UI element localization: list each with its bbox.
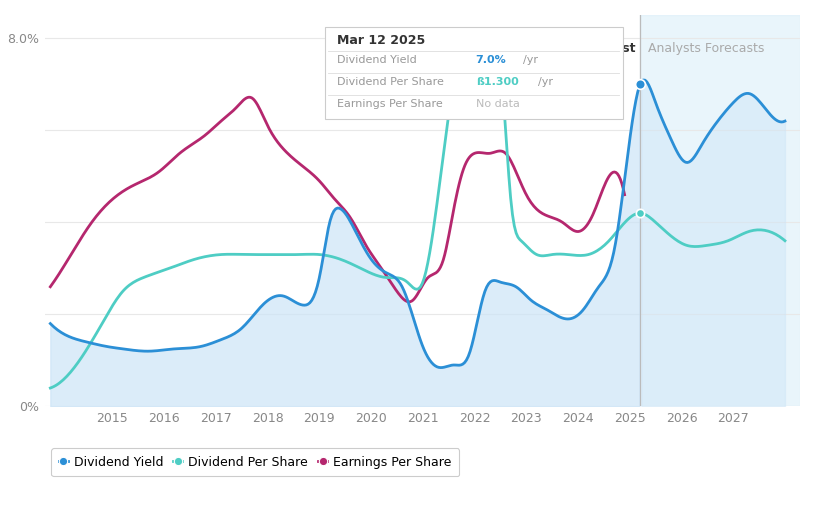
Text: 7.0%: 7.0% bbox=[475, 55, 507, 65]
Text: /yr: /yr bbox=[522, 55, 538, 65]
FancyBboxPatch shape bbox=[324, 27, 623, 119]
Text: Dividend Yield: Dividend Yield bbox=[337, 55, 417, 65]
Text: Dividend Per Share: Dividend Per Share bbox=[337, 77, 444, 87]
Legend: Dividend Yield, Dividend Per Share, Earnings Per Share: Dividend Yield, Dividend Per Share, Earn… bbox=[52, 449, 459, 477]
Text: Mar 12 2025: Mar 12 2025 bbox=[337, 34, 426, 47]
Text: Earnings Per Share: Earnings Per Share bbox=[337, 99, 443, 109]
Text: Past: Past bbox=[605, 42, 636, 55]
Text: /yr: /yr bbox=[538, 77, 553, 87]
Text: ß1.300: ß1.300 bbox=[475, 77, 518, 87]
Bar bbox=[640, 15, 800, 406]
Text: Analysts Forecasts: Analysts Forecasts bbox=[648, 42, 764, 55]
Text: No data: No data bbox=[475, 99, 520, 109]
